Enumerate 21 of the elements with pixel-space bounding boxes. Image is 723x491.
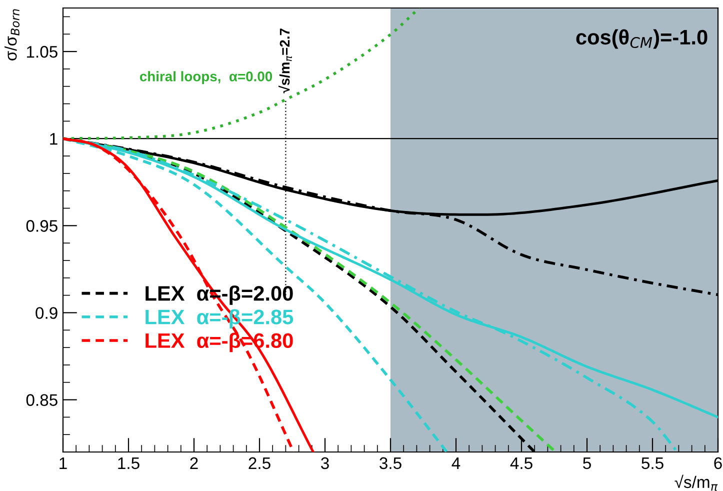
x-tick-label: 3.5 [380,457,402,470]
y-tick-label: 1 [50,133,58,145]
x-tick-label: 6 [714,457,722,470]
y-tick-label: 1.05 [26,46,58,58]
x-tick-label: 2 [190,457,198,469]
x-tick-label: 1 [60,457,67,469]
x-tick-label: 3 [321,457,329,470]
y-tick-label: 0.9 [36,307,58,319]
annotation: cos(θ$_{CM}$)=-1.0 [576,29,708,49]
x-tick-label: 5 [583,457,591,470]
x-tick-label: 4.5 [510,457,532,470]
x-axis-title: √s/m$_{π}$ [674,474,718,491]
x-tick-label: 1.5 [118,457,140,470]
series-label: chiral loops, α=0.00 [140,71,272,84]
y-tick-label: 0.85 [26,394,58,406]
x-tick-label: 2.5 [248,457,270,470]
y-tick-label: 0.95 [26,220,58,232]
y-axis-title: σ/σ$_{Born}$ [4,9,20,60]
ref-line-label: √s/m$_{π}$=2.7 [278,28,292,94]
x-tick-label: 5.5 [642,457,664,470]
x-tick-label: 4 [452,457,460,469]
